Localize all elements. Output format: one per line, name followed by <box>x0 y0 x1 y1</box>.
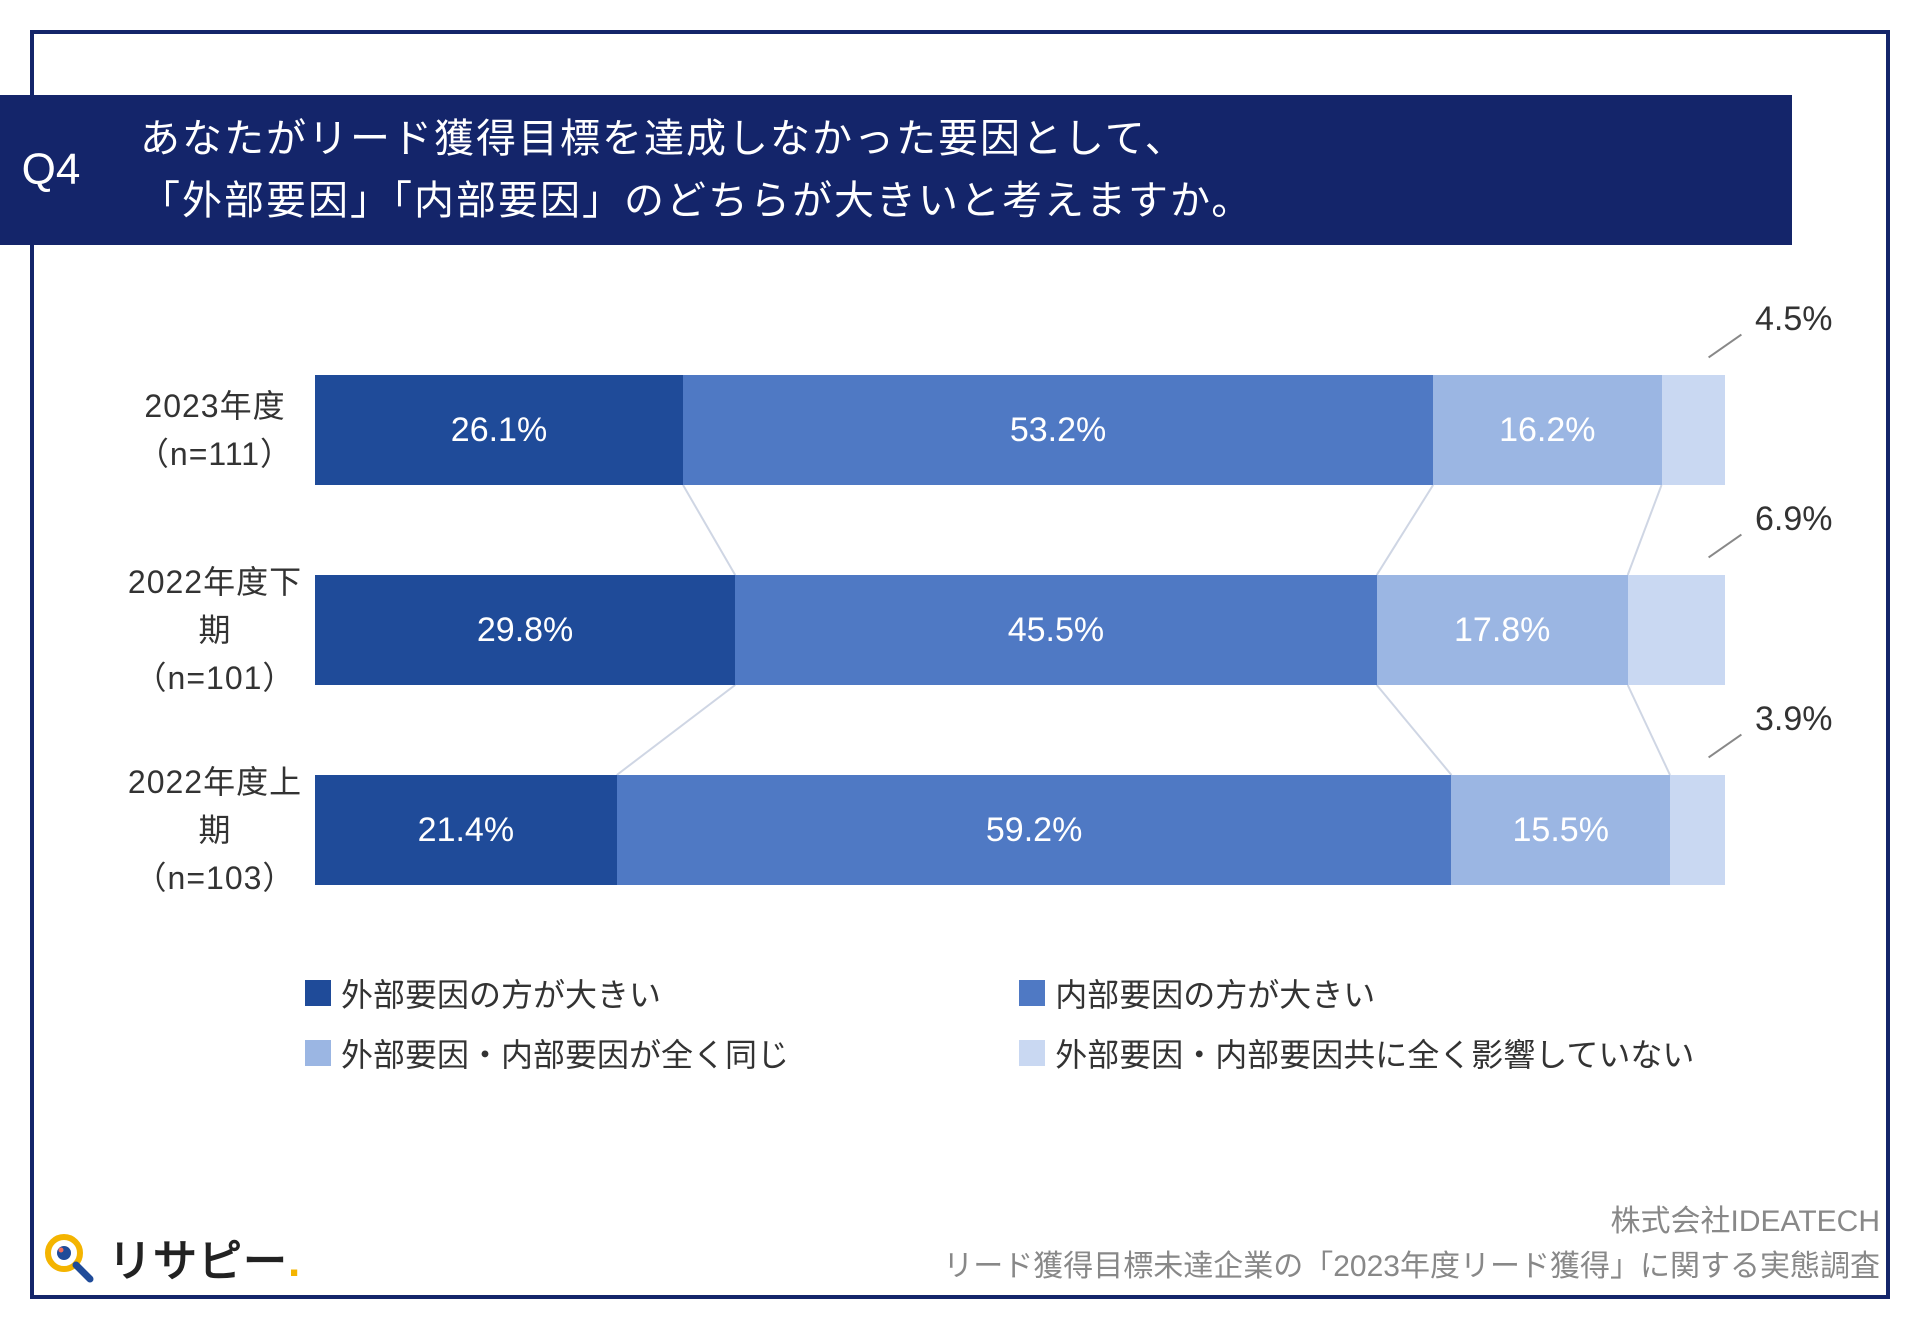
bar-segment: 16.2% <box>1433 375 1661 485</box>
question-header: Q4 あなたがリード獲得目標を達成しなかった要因として、 「外部要因」「内部要因… <box>4 95 1792 245</box>
legend-label: 内部要因の方が大きい <box>1055 970 1375 1016</box>
callout-leader <box>1708 334 1742 359</box>
bar-segment: 53.2% <box>683 375 1433 485</box>
bar-segment: 15.5% <box>1451 775 1670 885</box>
segment-callout: 6.9% <box>1755 500 1833 539</box>
credit-company: 株式会社IDEATECH <box>943 1199 1880 1244</box>
bar-segment <box>1670 775 1725 885</box>
row-label-line2: （n=101） <box>135 660 296 696</box>
callout-leader <box>1708 534 1742 559</box>
legend-swatch <box>305 980 331 1006</box>
row-label: 2023年度 （n=111） <box>115 382 315 478</box>
segment-value: 26.1% <box>451 411 547 450</box>
bar-track: 29.8% 45.5% 17.8% <box>315 575 1725 685</box>
bar-segment: 29.8% <box>315 575 735 685</box>
row-label-line2: （n=111） <box>137 436 293 472</box>
row-label: 2022年度上期 （n=103） <box>115 758 315 902</box>
legend-item: 内部要因の方が大きい <box>1019 970 1805 1016</box>
row-label: 2022年度下期 （n=101） <box>115 558 315 702</box>
legend-item: 外部要因・内部要因共に全く影響していない <box>1019 1030 1805 1076</box>
segment-value: 16.2% <box>1499 411 1595 450</box>
legend-item: 外部要因の方が大きい <box>305 970 1019 1016</box>
credit-block: 株式会社IDEATECH リード獲得目標未達企業の「2023年度リード獲得」に関… <box>943 1199 1880 1289</box>
bar-segment: 45.5% <box>735 575 1377 685</box>
callout-leader <box>1708 734 1742 759</box>
legend-swatch <box>305 1040 331 1066</box>
bar-segment: 59.2% <box>617 775 1452 885</box>
bar-segment: 26.1% <box>315 375 683 485</box>
segment-value: 21.4% <box>418 811 514 850</box>
row-label-line1: 2022年度上期 <box>128 764 302 848</box>
legend-item: 外部要因・内部要因が全く同じ <box>305 1030 1019 1076</box>
brand-logo-text: リサピー. <box>108 1225 301 1289</box>
chart-row: 2022年度下期（n=101）29.8%45.5%17.8%6.9% <box>115 530 1805 730</box>
chart-row: 2023年度（n=111）26.1%53.2%16.2%4.5% <box>115 330 1805 530</box>
bar-track: 26.1% 53.2% 16.2% <box>315 375 1725 485</box>
chart-row: 2022年度上期（n=103）21.4%59.2%15.5%3.9% <box>115 730 1805 930</box>
segment-value: 59.2% <box>986 811 1082 850</box>
row-label-line2: （n=103） <box>135 860 296 896</box>
legend-label: 外部要因の方が大きい <box>341 970 661 1016</box>
brand-name: リサピー <box>108 1237 288 1286</box>
legend-label: 外部要因・内部要因が全く同じ <box>341 1030 789 1076</box>
credit-survey: リード獲得目標未達企業の「2023年度リード獲得」に関する実態調査 <box>943 1244 1880 1289</box>
brand-logo: リサピー. <box>40 1225 301 1289</box>
question-title-line2: 「外部要因」「内部要因」のどちらが大きいと考えますか。 <box>140 179 1253 223</box>
segment-value: 17.8% <box>1454 611 1550 650</box>
segment-callout: 4.5% <box>1755 300 1833 339</box>
bar-segment <box>1628 575 1725 685</box>
segment-value: 29.8% <box>477 611 573 650</box>
legend-swatch <box>1019 980 1045 1006</box>
legend-swatch <box>1019 1040 1045 1066</box>
question-number: Q4 <box>22 145 81 195</box>
bar-segment: 17.8% <box>1377 575 1628 685</box>
row-label-line1: 2022年度下期 <box>128 564 302 648</box>
bar-segment <box>1662 375 1725 485</box>
chart-legend: 外部要因の方が大きい 内部要因の方が大きい外部要因・内部要因が全く同じ 外部要因・内… <box>305 970 1805 1076</box>
slide-footer: リサピー. 株式会社IDEATECH リード獲得目標未達企業の「2023年度リー… <box>40 1199 1880 1289</box>
bar-segment: 21.4% <box>315 775 617 885</box>
question-title-line1: あなたがリード獲得目標を達成しなかった要因として、 <box>140 117 1187 161</box>
stacked-bar-chart: 2023年度（n=111）26.1%53.2%16.2%4.5%2022年度下期… <box>115 290 1805 1010</box>
segment-value: 15.5% <box>1513 811 1609 850</box>
legend-label: 外部要因・内部要因共に全く影響していない <box>1055 1030 1694 1076</box>
segment-value: 45.5% <box>1008 611 1104 650</box>
bar-track: 21.4% 59.2% 15.5% <box>315 775 1725 885</box>
magnifier-icon <box>40 1229 96 1285</box>
segment-callout: 3.9% <box>1755 700 1833 739</box>
question-number-badge: Q4 <box>0 95 106 245</box>
row-label-line1: 2023年度 <box>144 388 285 424</box>
segment-value: 53.2% <box>1010 411 1106 450</box>
question-title: あなたがリード獲得目標を達成しなかった要因として、 「外部要因」「内部要因」のど… <box>110 108 1253 232</box>
